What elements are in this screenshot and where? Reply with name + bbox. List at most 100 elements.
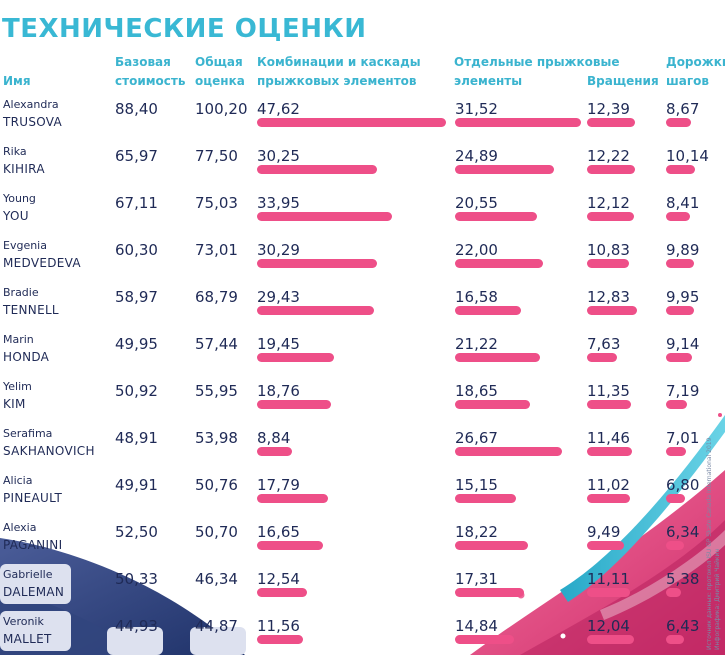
base-value: 60,30 (115, 241, 158, 259)
steps-value: 5,38 (666, 570, 700, 588)
combo-bar (257, 165, 377, 174)
total-score: 57,44 (195, 335, 238, 353)
steps-value: 8,41 (666, 194, 700, 212)
single-jumps-value: 26,67 (455, 429, 498, 447)
combo-value: 47,62 (257, 100, 300, 118)
combo-bar (257, 353, 334, 362)
single-jumps-bar (455, 165, 554, 174)
single-jumps-bar (455, 259, 543, 268)
cyan-swoosh (560, 415, 725, 602)
spins-value: 10,83 (587, 241, 630, 259)
base-value: 44,93 (115, 617, 158, 635)
single-jumps-value: 18,65 (455, 382, 498, 400)
skater-last-name: HONDA (3, 350, 50, 364)
spins-bar (587, 118, 635, 127)
header-jump-combinations: Комбинации и каскады прыжковых элементов (257, 53, 421, 91)
base-value: 50,33 (115, 570, 158, 588)
total-score: 50,70 (195, 523, 238, 541)
skater-first-name: Veronik (3, 615, 44, 628)
skater-last-name: MEDVEDEVA (3, 256, 81, 270)
combo-value: 11,56 (257, 617, 300, 635)
header-combo-line1: Комбинации и каскады (257, 55, 421, 69)
steps-value: 9,95 (666, 288, 700, 306)
spins-value: 12,12 (587, 194, 630, 212)
steps-bar (666, 353, 692, 362)
base-value: 48,91 (115, 429, 158, 447)
combo-value: 30,25 (257, 147, 300, 165)
steps-bar (666, 259, 694, 268)
header-total-line2: оценка (195, 74, 245, 88)
skater-first-name: Alexandra (3, 98, 59, 111)
combo-bar (257, 306, 374, 315)
steps-bar (666, 447, 686, 456)
steps-bar (666, 588, 681, 597)
steps-value: 6,43 (666, 617, 700, 635)
base-value: 49,91 (115, 476, 158, 494)
skater-first-name: Alexia (3, 521, 37, 534)
header-steps-line2: шагов (666, 74, 709, 88)
spins-value: 11,11 (587, 570, 630, 588)
spins-value: 12,22 (587, 147, 630, 165)
single-jumps-value: 18,22 (455, 523, 498, 541)
skater-first-name: Serafima (3, 427, 53, 440)
combo-bar (257, 494, 328, 503)
steps-value: 9,14 (666, 335, 700, 353)
skater-last-name: DALEMAN (3, 585, 65, 599)
combo-value: 12,54 (257, 570, 300, 588)
single-jumps-bar (455, 494, 516, 503)
combo-value: 19,45 (257, 335, 300, 353)
single-jumps-bar (455, 353, 540, 362)
spins-value: 11,35 (587, 382, 630, 400)
base-value: 67,11 (115, 194, 158, 212)
spins-bar (587, 259, 629, 268)
single-jumps-value: 17,31 (455, 570, 498, 588)
spins-value: 9,49 (587, 523, 621, 541)
single-jumps-bar (455, 541, 528, 550)
name-highlight (0, 611, 71, 651)
spins-value: 12,04 (587, 617, 630, 635)
single-jumps-value: 20,55 (455, 194, 498, 212)
skater-first-name: Marin (3, 333, 34, 346)
single-jumps-value: 24,89 (455, 147, 498, 165)
combo-bar (257, 447, 292, 456)
spins-bar (587, 635, 634, 644)
source-credit: Источник данных: протокол ISU GP Skate C… (706, 430, 722, 650)
steps-value: 6,34 (666, 523, 700, 541)
header-total-score: Общая оценка (195, 53, 245, 91)
header-spins: Вращения (587, 74, 659, 88)
header-base-value: Базовая стоимость (115, 53, 185, 91)
combo-value: 8,84 (257, 429, 291, 447)
header-single-line1: Отдельные прыжковые (454, 55, 620, 69)
steps-bar (666, 306, 694, 315)
combo-bar (257, 400, 331, 409)
total-score: 55,95 (195, 382, 238, 400)
spins-value: 11,46 (587, 429, 630, 447)
combo-bar (257, 588, 307, 597)
base-value: 50,92 (115, 382, 158, 400)
steps-value: 7,19 (666, 382, 700, 400)
skater-first-name: Rika (3, 145, 27, 158)
total-score: 77,50 (195, 147, 238, 165)
header-total-line1: Общая (195, 55, 243, 69)
combo-value: 33,95 (257, 194, 300, 212)
spins-bar (587, 353, 617, 362)
base-value: 49,95 (115, 335, 158, 353)
steps-bar (666, 400, 687, 409)
steps-value: 10,14 (666, 147, 709, 165)
skater-first-name: Young (3, 192, 36, 205)
skater-last-name: TENNELL (3, 303, 59, 317)
skater-last-name: PAGANINI (3, 538, 63, 552)
header-name: Имя (3, 74, 31, 88)
value-highlight (107, 627, 163, 655)
combo-value: 30,29 (257, 241, 300, 259)
base-value: 58,97 (115, 288, 158, 306)
skater-first-name: Alicia (3, 474, 33, 487)
skater-last-name: SAKHANOVICH (3, 444, 95, 458)
single-jumps-bar (455, 400, 530, 409)
spins-bar (587, 588, 630, 597)
spins-value: 12,39 (587, 100, 630, 118)
header-single-line2: элементы (454, 74, 523, 88)
single-jumps-bar (455, 118, 581, 127)
